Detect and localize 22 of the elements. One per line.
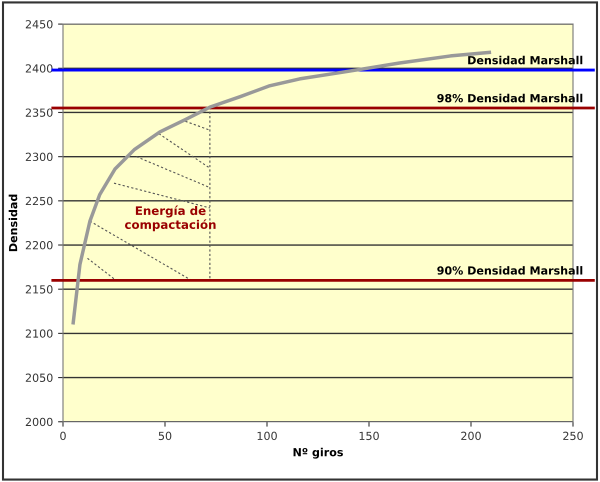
y-tick-label: 2200 (26, 240, 53, 250)
x-tick-label: 250 (563, 432, 583, 440)
y-tick-label: 2000 (26, 418, 53, 426)
y-axis-title: Densidad (8, 194, 18, 252)
y-tick-label: 2050 (26, 374, 53, 382)
y-tick-label: 2300 (26, 152, 53, 162)
y-tick-label: 2400 (26, 64, 53, 73)
y-tick-label: 2100 (26, 329, 53, 338)
ref-line-label: Densidad Marshall (468, 56, 582, 64)
y-tick-label: 2150 (26, 285, 53, 294)
x-tick-label: 150 (360, 432, 379, 440)
ref-line-label: 90% Densidad Marshall (437, 266, 582, 275)
annotation: Energía de compactación (124, 205, 216, 232)
x-axis-title: Nº giros (294, 448, 343, 459)
y-tick-label: 2450 (26, 20, 53, 28)
x-tick-label: 50 (158, 432, 172, 440)
ref-line-label: 98% Densidad Marshall (437, 94, 582, 102)
y-tick-label: 2350 (26, 108, 53, 117)
x-tick-label: 0 (60, 432, 66, 440)
x-tick-label: 100 (258, 432, 277, 440)
y-tick-label: 2250 (26, 196, 53, 206)
x-tick-label: 200 (461, 432, 481, 440)
